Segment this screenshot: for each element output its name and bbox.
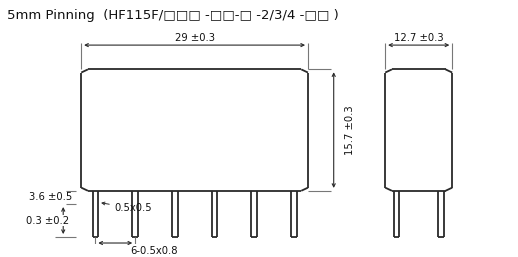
Text: 6-0.5x0.8: 6-0.5x0.8 <box>131 246 178 256</box>
Text: 3.6 ±0.5: 3.6 ±0.5 <box>28 192 72 203</box>
Text: 0.5x0.5: 0.5x0.5 <box>102 202 152 214</box>
Text: 29 ±0.3: 29 ±0.3 <box>175 33 214 43</box>
Text: 5mm Pinning  (HF115F/□□□ -□□-□ -2/3/4 -□□ ): 5mm Pinning (HF115F/□□□ -□□-□ -2/3/4 -□□… <box>7 9 338 22</box>
Text: 12.7 ±0.3: 12.7 ±0.3 <box>394 33 443 43</box>
Text: 15.7 ±0.3: 15.7 ±0.3 <box>345 105 355 155</box>
Text: 0.3 ±0.2: 0.3 ±0.2 <box>26 216 69 226</box>
